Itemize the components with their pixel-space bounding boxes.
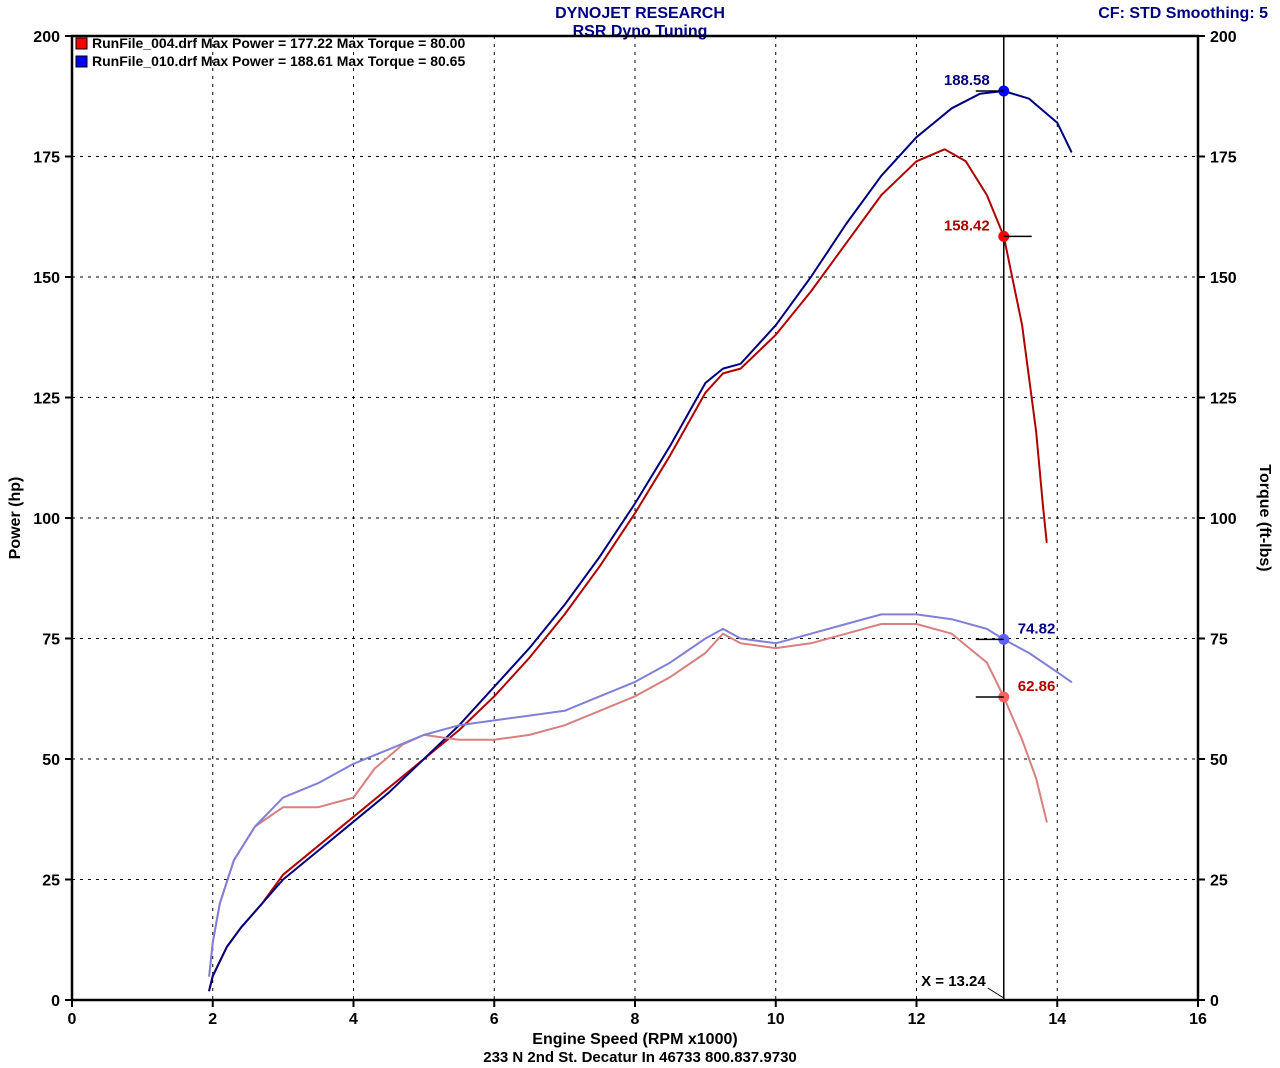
y-axis-left-label: Power (hp) [7,477,24,560]
tick-label-y-right: 125 [1210,391,1237,408]
tick-label-y-right: 50 [1210,752,1228,769]
tick-label-y-right: 150 [1210,270,1237,287]
footer-text: 233 N 2nd St. Decatur In 46733 800.837.9… [483,1049,797,1066]
marker-value: 62.86 [1018,678,1056,695]
tick-label-x: 14 [1048,1011,1066,1028]
tick-label-y-left: 200 [33,29,60,46]
tick-label-x: 12 [908,1011,926,1028]
chart-title: DYNOJET RESEARCH [555,5,725,22]
tick-label-y-right: 100 [1210,511,1237,528]
tick-label-y-right: 175 [1210,150,1237,167]
marker-value: 158.42 [944,217,990,234]
tick-label-x: 4 [349,1011,358,1028]
torque-curve-run010 [209,614,1071,976]
legend-swatch [76,56,87,67]
x-axis-label: Engine Speed (RPM x1000) [532,1031,737,1048]
legend-text: RunFile_010.drf Max Power = 188.61 Max T… [92,53,465,69]
tick-label-y-right: 0 [1210,993,1219,1010]
tick-label-x: 8 [631,1011,640,1028]
y-axis-right-label: Torque (ft-lbs) [1256,464,1273,571]
tick-label-x: 2 [208,1011,217,1028]
tick-label-y-left: 125 [33,391,60,408]
tick-label-y-left: 0 [51,993,60,1010]
power-curve-run010 [209,91,1071,990]
cursor-x-connector [988,988,1004,998]
cursor-x-label: X = 13.24 [921,973,986,990]
marker-value: 188.58 [944,72,990,89]
correction-factor-label: CF: STD Smoothing: 5 [1098,5,1268,22]
tick-label-y-left: 150 [33,270,60,287]
tick-label-y-right: 200 [1210,29,1237,46]
tick-label-x: 0 [68,1011,77,1028]
dyno-chart: DYNOJET RESEARCHRSR Dyno Tuning CF: STD S… [0,0,1280,1068]
chart-subtitle: RSR Dyno Tuning [573,23,708,40]
legend-swatch [76,38,87,49]
tick-label-y-right: 25 [1210,873,1228,890]
tick-label-y-right: 75 [1210,632,1228,649]
torque-curve-run004 [209,624,1046,976]
tick-label-y-left: 175 [33,150,60,167]
legend-text: RunFile_004.drf Max Power = 177.22 Max T… [92,35,465,51]
tick-label-y-left: 25 [42,873,60,890]
tick-label-x: 6 [490,1011,499,1028]
power-curve-run004 [209,149,1046,990]
marker-value: 74.82 [1018,620,1056,637]
tick-label-y-left: 50 [42,752,60,769]
tick-label-x: 10 [767,1011,785,1028]
tick-label-y-left: 75 [42,632,60,649]
tick-label-x: 16 [1189,1011,1207,1028]
tick-label-y-left: 100 [33,511,60,528]
